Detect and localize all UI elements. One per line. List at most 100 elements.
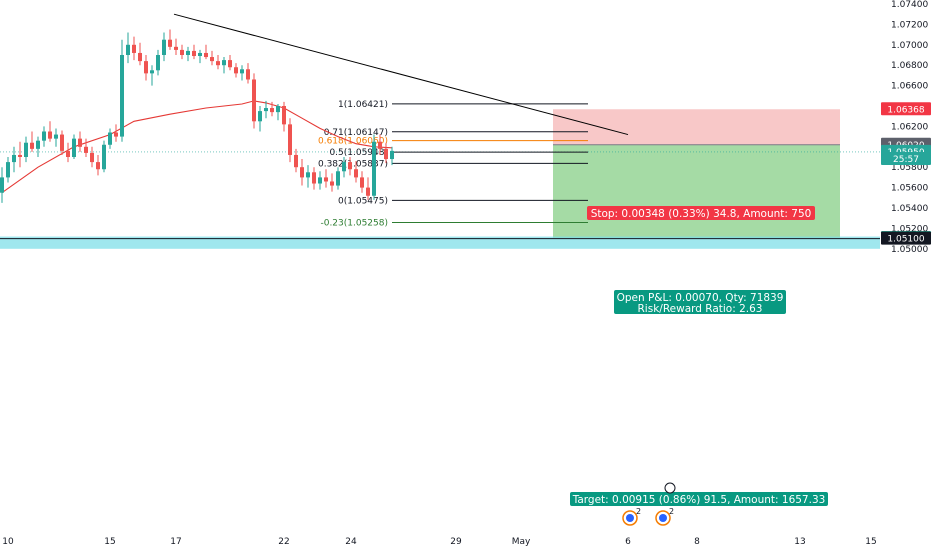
candle <box>240 65 244 81</box>
target-zone <box>553 144 840 239</box>
candle-body <box>270 108 274 113</box>
event-flag-icon <box>659 514 667 522</box>
candle-body <box>234 67 238 74</box>
candle <box>246 63 250 84</box>
pnl-label-text: Open P&L: 0.00070, Qty: 71839 <box>617 292 784 304</box>
candle <box>180 44 184 60</box>
candle <box>384 142 388 164</box>
x-tick-label: 29 <box>450 537 462 547</box>
candle <box>78 131 82 152</box>
candle <box>174 38 178 55</box>
candle <box>222 57 226 74</box>
candle-body <box>384 148 388 160</box>
y-tick-label: 1.05400 <box>891 204 928 214</box>
candle <box>282 101 286 132</box>
candle <box>300 159 304 186</box>
x-tick-label: May <box>512 537 531 547</box>
x-tick-label: 15 <box>865 537 876 547</box>
y-tick-label: 1.06800 <box>891 61 928 71</box>
candle <box>48 121 52 142</box>
y-tick-label: 1.06600 <box>891 82 928 92</box>
candle-body <box>162 39 166 55</box>
price-axis[interactable] <box>880 0 932 550</box>
candle <box>138 42 142 66</box>
candle-body <box>342 162 346 172</box>
candle <box>342 157 346 178</box>
candle-body <box>90 152 94 163</box>
fib-level-label: 0.618(1.06060) <box>318 137 388 147</box>
x-axis-ticks: 10 15 17 22 24 29 May 6 8 13 15 <box>2 537 876 547</box>
stop-zone <box>553 109 840 145</box>
candle-body <box>240 69 244 74</box>
candle-body <box>120 55 124 137</box>
candle-body <box>126 44 130 55</box>
candle <box>90 146 94 168</box>
candle-body <box>204 52 208 58</box>
candle <box>258 106 262 132</box>
candle-body <box>144 61 148 74</box>
fib-level-label: 0.71(1.06147) <box>324 128 388 138</box>
candle-body <box>18 154 22 157</box>
y-tick-label: 1.07000 <box>891 41 928 51</box>
event-marker: 2 <box>622 507 641 526</box>
price-tag: 1.06368 <box>881 102 931 116</box>
event-count: 2 <box>669 507 674 516</box>
candle <box>198 49 202 64</box>
candle-body <box>210 57 214 62</box>
target-label-box <box>570 492 828 506</box>
candle-body <box>252 79 256 122</box>
candle <box>102 140 106 173</box>
candle <box>306 165 310 188</box>
candle-body <box>12 154 16 163</box>
candle <box>156 49 160 76</box>
x-tick-label: 15 <box>104 537 115 547</box>
fib-level-label: 0.382(1.05837) <box>318 159 388 169</box>
candle <box>270 101 274 117</box>
candle <box>324 169 328 188</box>
candles <box>0 29 394 203</box>
x-tick-label: 17 <box>170 537 181 547</box>
candle <box>18 141 22 168</box>
candle <box>42 126 46 147</box>
candle-body <box>78 138 82 147</box>
candle <box>210 50 214 66</box>
position-zones <box>553 109 840 239</box>
x-tick-label: 13 <box>794 537 805 547</box>
trendline[interactable] <box>173 13 629 136</box>
candle-body <box>348 162 352 170</box>
fib-retracement[interactable]: 1(1.06421) 0.71(1.06147)0.618(1.06060)0.5… <box>318 100 588 229</box>
candle <box>390 146 394 166</box>
candle-body <box>60 134 64 151</box>
candle-body <box>306 172 310 178</box>
fib-level-label: 0.5(1.05948) <box>329 148 388 158</box>
candle-body <box>54 134 58 139</box>
candle <box>228 55 232 71</box>
candle-body <box>390 150 394 160</box>
time-axis[interactable] <box>0 530 880 550</box>
candle <box>264 100 268 119</box>
candle-body <box>288 124 292 155</box>
candle-body <box>48 131 52 139</box>
pnl-label-text: Risk/Reward Ratio: 2.63 <box>638 303 763 315</box>
candle <box>84 138 88 157</box>
candle <box>132 36 136 61</box>
candle-body <box>30 142 34 149</box>
candle-body <box>156 55 160 71</box>
candle-body <box>294 154 298 168</box>
candle <box>72 134 76 160</box>
candle-body <box>354 169 358 178</box>
candle-body <box>360 177 364 188</box>
y-tick-label: 1.07200 <box>891 20 928 30</box>
candle <box>372 134 376 200</box>
candle <box>234 63 238 78</box>
candle <box>312 167 316 190</box>
candle-body <box>330 181 334 186</box>
target-label: Target: 0.00915 (0.86%) 91.5, Amount: 16… <box>570 492 828 506</box>
candle <box>330 173 334 192</box>
candle <box>66 142 70 163</box>
fib-level-label: -0.23(1.05258) <box>320 218 388 228</box>
candle <box>366 177 370 200</box>
candle <box>294 148 298 173</box>
